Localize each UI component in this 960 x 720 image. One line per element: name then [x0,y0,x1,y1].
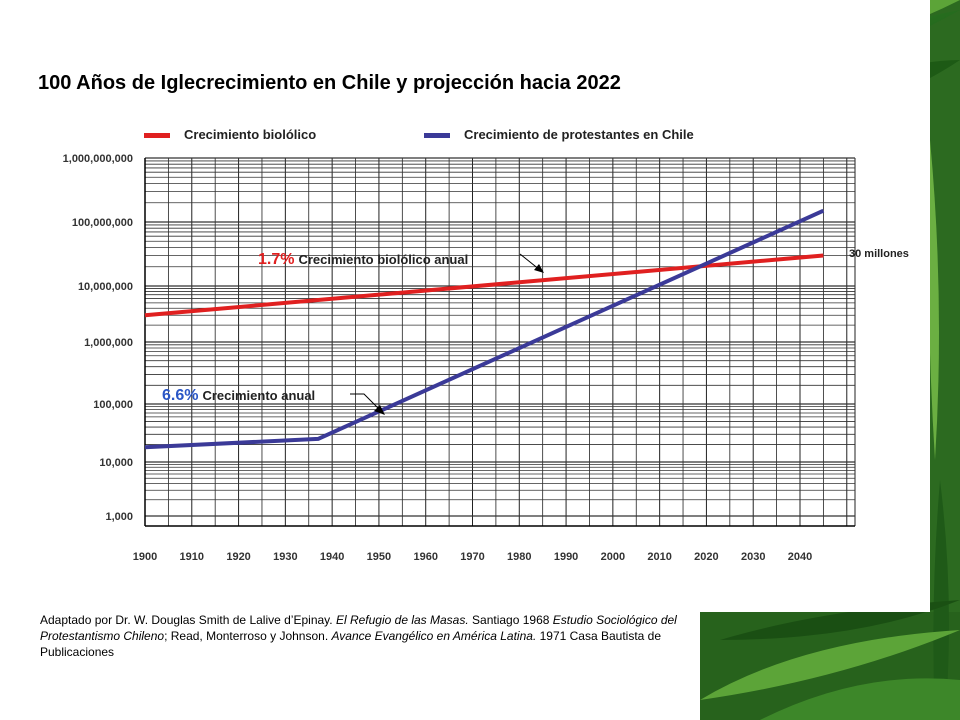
series-line-protestant [144,208,825,450]
x-tick-label: 1980 [507,551,531,563]
x-tick-label: 2030 [741,551,765,563]
legend-swatch-red [144,133,170,139]
source-text-3: ; Read, Monterroso y Johnson. [164,629,332,643]
source-citation: Adaptado por Dr. W. Douglas Smith de Lal… [40,612,700,660]
annotation-arrowhead-protestant [374,405,385,415]
annotation-biological-text: Crecimiento biolólico anual [298,252,468,267]
x-tick-label: 1940 [320,551,344,563]
page-title: 100 Años de Iglecrecimiento en Chile y p… [38,72,621,94]
source-title-3: Avance Evangélico en América Latina. [331,629,537,643]
x-tick-label: 1950 [367,551,391,563]
annotation-arrow-protestant [350,393,381,411]
x-tick-label: 2020 [694,551,718,563]
series-line-biological [144,253,824,318]
x-tick-label: 1910 [180,551,204,563]
y-tick-label: 1,000,000 [84,337,133,349]
y-tick-label: 10,000,000 [78,281,133,293]
y-tick-label: 100,000,000 [72,217,133,229]
source-text-2: Santiago 1968 [468,613,553,627]
x-tick-label: 1920 [226,551,250,563]
annotation-protestant: 6.6% Crecimiento anual [162,387,315,404]
x-tick-label: 1990 [554,551,578,563]
x-tick-label: 1970 [460,551,484,563]
y-tick-label: 1,000 [105,511,133,523]
annotation-biological: 1.7% Crecimiento biolólico anual [258,251,468,268]
x-tick-label: 2010 [647,551,671,563]
y-axis-labels: 1,000 10,000 100,000 1,000,000 10,000,000 100… [63,153,133,523]
x-axis-labels: 1900 1910 1920 1930 1940 1950 1960 1970 1980 1990… [133,551,812,563]
annotation-protestant-pct: 6.6% [162,387,198,404]
x-tick-label: 1930 [273,551,297,563]
legend-item-protestant: Crecimiento de protestantes en Chile [424,127,694,142]
legend-label-protestant: Crecimiento de protestantes en Chile [464,127,694,142]
annotation-protestant-text: Crecimiento anual [202,388,315,403]
series-lines [144,208,825,450]
y-tick-label: 100,000 [93,399,133,411]
x-tick-label: 2040 [788,551,812,563]
legend-item-biological: Crecimiento biolólico [144,127,316,142]
y-tick-label: 1,000,000,000 [63,153,133,165]
source-title-1: El Refugio de las Masas. [335,613,469,627]
y-tick-label: 10,000 [99,457,133,469]
x-tick-label: 1960 [413,551,437,563]
legend-swatch-blue [424,133,450,139]
x-tick-label: 1900 [133,551,157,563]
annotation-30-millones: 30 millones [849,248,909,260]
annotation-arrowhead-biological [534,264,544,273]
annotation-biological-pct: 1.7% [258,251,294,268]
legend-label-biological: Crecimiento biolólico [184,127,317,142]
annotations: 1.7% Crecimiento biolólico anual 6.6% Creci… [162,248,909,415]
source-text-1: Adaptado por Dr. W. Douglas Smith de Lal… [40,613,336,627]
source-text-4: 1971 Casa Bautista de Publicaciones [40,629,662,659]
x-tick-label: 2000 [601,551,625,563]
source-title-2: Estudio Sociológico del Protestantismo C… [40,613,677,643]
horizontal-grid [144,157,855,527]
